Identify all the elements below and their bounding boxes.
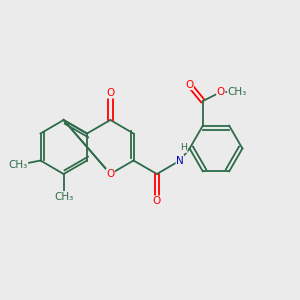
Text: O: O [217, 87, 225, 97]
Text: CH₃: CH₃ [54, 191, 73, 202]
Text: N: N [176, 155, 184, 166]
Text: CH₃: CH₃ [228, 87, 247, 97]
Text: O: O [106, 88, 115, 98]
Text: H: H [180, 143, 187, 152]
Text: O: O [106, 169, 115, 179]
Text: CH₃: CH₃ [8, 160, 28, 170]
Text: O: O [153, 196, 161, 206]
Text: O: O [185, 80, 194, 89]
